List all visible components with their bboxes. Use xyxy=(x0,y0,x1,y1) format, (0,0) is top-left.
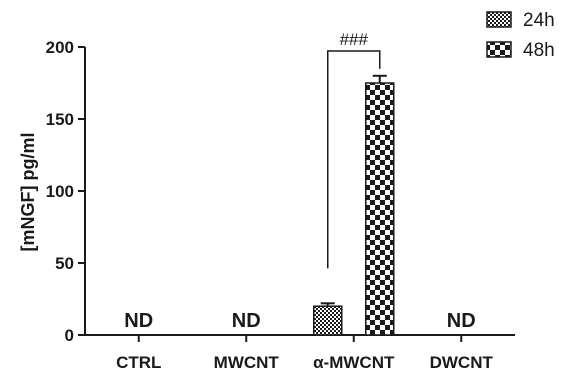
x-tick-label-2: α-MWCNT xyxy=(313,353,395,372)
legend-item-48h: 48h xyxy=(486,40,555,61)
legend-label-48h: 48h xyxy=(523,40,555,61)
y-tick-label-200: 200 xyxy=(46,38,74,57)
y-tick-label-150: 150 xyxy=(46,110,74,129)
x-tick-label-1: MWCNT xyxy=(214,353,280,372)
bars xyxy=(313,74,395,336)
y-axis-title: [mNGF] pg/ml xyxy=(18,133,38,252)
bar-24h-2 xyxy=(313,305,343,336)
legend-swatch-24h xyxy=(486,11,512,28)
y-tick-label-0: 0 xyxy=(65,326,74,345)
annotations: ND ND ND ### xyxy=(124,30,475,332)
x-ticks: CTRL MWCNT α-MWCNT DWCNT xyxy=(116,335,493,372)
y-ticks: 0 50 100 150 200 xyxy=(46,38,85,345)
significance-label: ### xyxy=(340,30,369,49)
x-tick-label-0: CTRL xyxy=(116,353,161,372)
x-tick-label-3: DWCNT xyxy=(430,353,494,372)
legend-item-24h: 24h xyxy=(486,10,555,31)
legend: 24h 48h xyxy=(486,10,555,61)
legend-label-24h: 24h xyxy=(523,10,555,31)
nd-label-1: ND xyxy=(232,310,261,332)
significance-bracket xyxy=(327,50,381,269)
y-tick-label-100: 100 xyxy=(46,182,74,201)
nd-label-3: ND xyxy=(447,310,476,332)
axes xyxy=(84,47,515,336)
bar-48h-2 xyxy=(365,82,395,336)
legend-swatch-48h xyxy=(486,41,512,58)
nd-label-0: ND xyxy=(124,310,153,332)
y-tick-label-50: 50 xyxy=(55,254,74,273)
